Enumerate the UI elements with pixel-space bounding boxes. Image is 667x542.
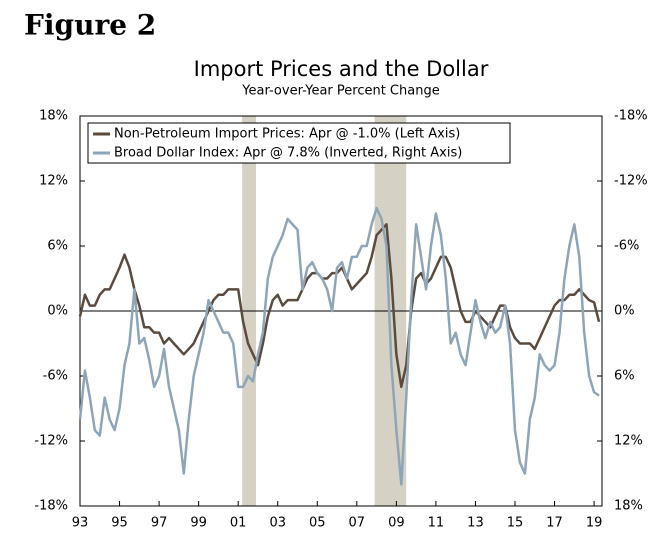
y2-tick-label: 12% bbox=[614, 434, 643, 449]
x-tick-label: 15 bbox=[507, 516, 524, 531]
y-tick-label: 12% bbox=[39, 174, 68, 189]
x-tick-label: 09 bbox=[388, 516, 405, 531]
legend-box bbox=[87, 122, 511, 164]
y-tick-label: 0% bbox=[47, 304, 68, 319]
x-tick-label: 13 bbox=[467, 516, 484, 531]
y-tick-label: -12% bbox=[34, 434, 68, 449]
x-tick-label: 03 bbox=[269, 516, 286, 531]
series-line bbox=[78, 223, 601, 389]
series-line bbox=[78, 206, 600, 486]
y-tick-label: -6% bbox=[43, 369, 68, 384]
y2-tick-label: 18% bbox=[614, 499, 643, 514]
x-tick-label: 99 bbox=[190, 516, 207, 531]
x-tick-label: 07 bbox=[349, 516, 366, 531]
x-tick-label: 95 bbox=[111, 516, 128, 531]
y-tick-label: 6% bbox=[47, 239, 68, 254]
y2-tick-label: -18% bbox=[614, 109, 648, 124]
legend-label: Broad Dollar Index: Apr @ 7.8% (Inverted… bbox=[114, 146, 462, 161]
chart-subtitle: Year-over-Year Percent Change bbox=[241, 84, 439, 99]
x-tick-label: 01 bbox=[230, 516, 247, 531]
figure-label: Figure 2 bbox=[24, 9, 156, 42]
x-tick-label: 17 bbox=[546, 516, 563, 531]
chart-title: Import Prices and the Dollar bbox=[194, 57, 489, 81]
x-tick-label: 05 bbox=[309, 516, 326, 531]
y-tick-label: -18% bbox=[34, 499, 68, 514]
legend-label: Non-Petroleum Import Prices: Apr @ -1.0%… bbox=[114, 127, 460, 142]
x-tick-label: 93 bbox=[72, 516, 89, 531]
y2-tick-label: -6% bbox=[614, 239, 639, 254]
y-tick-label: 18% bbox=[39, 109, 68, 124]
y2-tick-label: -12% bbox=[614, 174, 648, 189]
x-tick-label: 97 bbox=[151, 516, 168, 531]
y2-tick-label: 0% bbox=[614, 304, 635, 319]
y2-tick-label: 6% bbox=[614, 369, 635, 384]
x-tick-label: 19 bbox=[586, 516, 603, 531]
x-tick-label: 11 bbox=[428, 516, 445, 531]
